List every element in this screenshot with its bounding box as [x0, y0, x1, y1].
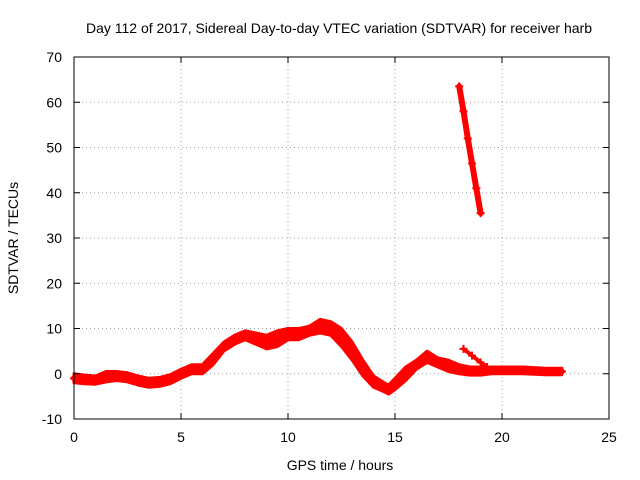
y-tick-label: 70	[46, 49, 62, 65]
x-axis-label: GPS time / hours	[287, 457, 394, 473]
data-marks	[70, 82, 566, 396]
x-tick-label: 15	[387, 429, 403, 445]
data-point	[476, 209, 485, 218]
y-tick-label: 10	[46, 321, 62, 337]
data-point	[468, 159, 477, 168]
y-tick-label: 0	[54, 366, 62, 382]
data-point	[455, 82, 464, 91]
y-tick-label: 30	[46, 230, 62, 246]
x-tick-label: 25	[601, 429, 617, 445]
data-point	[557, 367, 566, 376]
x-tick-label: 10	[280, 429, 296, 445]
chart-title: Day 112 of 2017, Sidereal Day-to-day VTE…	[86, 20, 592, 36]
sdtvar-median-line	[71, 323, 565, 393]
y-tick-label: 20	[46, 275, 62, 291]
y-tick-label: 60	[46, 94, 62, 110]
data-point	[472, 184, 481, 193]
y-tick-label: 50	[46, 140, 62, 156]
data-point	[468, 351, 477, 360]
x-tick-label: 0	[70, 429, 78, 445]
data-point	[459, 344, 468, 353]
axes: 0 5 10 15 20 25 -10 0 10 20 30 40 50 60 70	[42, 49, 617, 445]
y-tick-label: -10	[42, 411, 62, 427]
grid-lines	[74, 57, 609, 419]
data-point	[483, 362, 492, 371]
data-point	[476, 358, 485, 367]
data-point	[459, 107, 468, 116]
y-tick-label: 40	[46, 185, 62, 201]
x-tick-label: 5	[177, 429, 185, 445]
data-point	[463, 134, 472, 143]
x-tick-label: 20	[494, 429, 510, 445]
y-axis-label: SDTVAR / TECUs	[5, 182, 21, 294]
spike-line	[456, 83, 484, 217]
upper-branch-line	[461, 346, 489, 369]
